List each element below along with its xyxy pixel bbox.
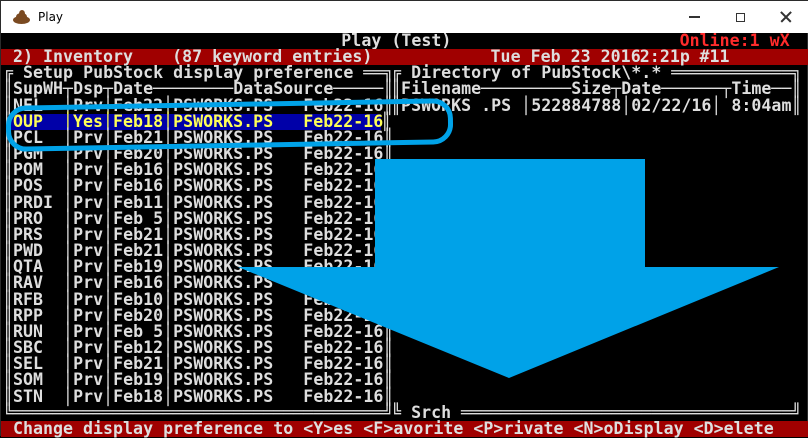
- status-date: Tue Feb 23 2016: [490, 47, 641, 67]
- highlighted-table-row: OUP │Yes│Feb18│PSWORKS.PS Feb22-16: [12, 111, 384, 131]
- minimize-icon: [688, 16, 700, 18]
- prompt-bar-bg: [1, 420, 808, 437]
- table-row: ║PCL │Prv│Feb21│PSWORKS.PS Feb22-16║: [3, 127, 394, 147]
- terminal-text: ║: [3, 111, 14, 131]
- status-bar-bg: [1, 49, 808, 66]
- menu-label: 2) Inventory: [12, 47, 134, 67]
- node-number: #11: [699, 47, 730, 67]
- table-row: ║NEL │Prv│Feb22│PSWORKS.PS Feb22-16║: [3, 95, 394, 115]
- terminal-text: ║: [381, 111, 392, 131]
- status-time: 2:21p: [639, 47, 690, 67]
- session-title: Play (Test): [341, 31, 452, 50]
- left-panel-header: ║SupWH┬Dsp┬Date────────DataSource─────║: [3, 79, 394, 99]
- highlighted-row-bg: [9, 113, 381, 130]
- table-row: ║STN │Prv│Feb18│PSWORKS.PS Feb22-16║: [3, 386, 394, 406]
- app-icon: [13, 10, 30, 24]
- minimize-button[interactable]: [671, 1, 717, 33]
- prompt-text: Change display preference to <Y>es <F>av…: [12, 418, 774, 438]
- file-row: ║PSWORKS .PS │522884788│02/22/16│ 8:04am…: [391, 95, 802, 115]
- right-panel-title: ╔ Directory of PubStock\*.* ════════════…: [391, 63, 802, 83]
- close-button[interactable]: [763, 1, 808, 33]
- close-icon: [780, 11, 792, 23]
- maximize-button[interactable]: [717, 1, 763, 33]
- right-panel-header: ║Filename─────────Size┬Date──────┬Time──…: [391, 79, 802, 99]
- right-panel-bottom-border: ╚ Srch ═════════════════════════════════…: [391, 402, 802, 422]
- left-panel-bottom-border: ╚═════════════════════════════════════╝: [3, 402, 394, 422]
- table-row: ║PGM │Prv│Feb20│PSWORKS.PS Feb22-16║: [3, 144, 394, 164]
- online-status: Online:1 wX: [679, 31, 790, 50]
- keyword-entries: (87 keyword entries): [172, 47, 373, 67]
- window-controls: [671, 1, 808, 33]
- window-titlebar: Play: [1, 1, 808, 33]
- window-title: Play: [38, 10, 64, 24]
- maximize-icon: [735, 12, 745, 22]
- left-panel-title: ╔ Setup PubStock display preference ══╗: [3, 63, 394, 83]
